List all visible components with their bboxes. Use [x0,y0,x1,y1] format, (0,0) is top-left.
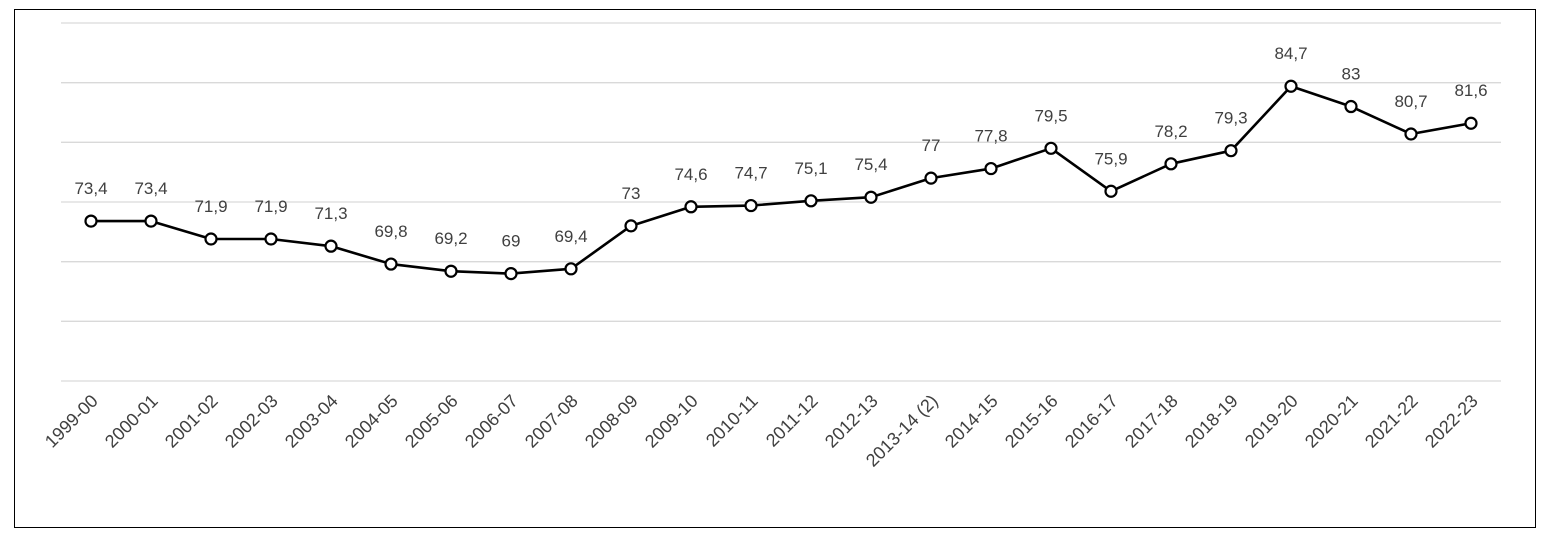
data-point [444,264,458,278]
data-point [264,232,278,246]
data-label: 81,6 [1454,81,1487,100]
data-label: 73,4 [134,179,167,198]
data-point [804,194,818,208]
x-tick-label: 2001-02 [161,391,222,452]
data-point [1164,157,1178,171]
x-tick-label: 2002-03 [221,391,282,452]
x-tick-label: 1999-00 [41,391,102,452]
data-label: 71,3 [314,204,347,223]
data-point [1464,116,1478,130]
data-label: 69 [502,232,521,251]
data-label: 71,9 [254,197,287,216]
series-line-group [91,84,1472,275]
x-tick-label: 2021-22 [1361,391,1422,452]
data-point [324,239,338,253]
data-label: 73 [622,184,641,203]
data-label: 83 [1342,65,1361,84]
markers [84,79,1478,281]
data-label: 80,7 [1394,92,1427,111]
data-point [84,214,98,228]
x-tick-label: 2012-13 [821,391,882,452]
gridlines [61,22,1501,382]
data-label: 69,4 [554,227,587,246]
data-label: 75,4 [854,155,887,174]
data-point [684,200,698,214]
data-label: 79,5 [1034,106,1067,125]
data-label: 74,7 [734,164,767,183]
x-tick-label: 2019-20 [1241,391,1302,452]
data-labels: 73,4 73,4 71,9 71,9 71,3 69,8 69,2 69 69,4 73 74,6… [74,44,1487,250]
data-label: 77,8 [974,127,1007,146]
x-tick-label: 2015-16 [1001,391,1062,452]
x-tick-label: 2005-06 [401,391,462,452]
x-tick-label: 2003-04 [281,391,342,452]
data-point [1224,144,1238,158]
x-tick-label: 2011-12 [762,391,822,451]
x-tick-label: 2009-10 [641,391,702,452]
x-tick-label: 2000-01 [101,391,162,452]
x-tick-label: 2007-08 [521,391,582,452]
x-tick-label: 2010-11 [702,391,762,451]
data-point [864,190,878,204]
data-label: 78,2 [1154,122,1187,141]
data-point [984,161,998,176]
data-point [1404,127,1418,141]
data-label: 75,9 [1094,149,1127,168]
data-label: 79,3 [1214,109,1247,128]
data-label: 77 [922,136,941,155]
data-point [144,214,158,228]
data-point [1284,79,1298,93]
x-tick-label: 2016-17 [1061,391,1122,452]
data-point [924,171,938,185]
x-tick-label: 2017-18 [1121,391,1182,452]
data-point [204,232,218,246]
data-point [1104,184,1118,198]
data-label: 71,9 [194,197,227,216]
data-label: 73,4 [74,179,107,198]
data-label: 74,6 [674,165,707,184]
data-point [384,257,398,271]
x-tick-label: 2006-07 [461,391,522,452]
data-label: 69,2 [434,229,467,248]
data-point [744,198,758,213]
x-tick-label: 2018-19 [1181,391,1242,452]
data-label: 75,1 [794,159,827,178]
data-label: 69,8 [374,222,407,241]
data-point [1344,99,1358,114]
x-tick-label: 2008-09 [581,391,642,452]
x-tick-label: 2014-15 [941,391,1002,452]
x-tick-label: 2004-05 [341,391,402,452]
data-label: 84,7 [1274,44,1307,63]
data-point [624,219,638,233]
x-tick-label: 2022-23 [1421,391,1482,452]
data-point [564,262,578,276]
x-tick-label: 2020-21 [1301,391,1362,452]
data-point [504,267,518,281]
x-axis-tick-labels: 1999-00 2000-01 2001-02 2002-03 2003-04 2004-… [41,391,1482,471]
data-point [1044,141,1058,155]
series-line [91,84,1472,275]
